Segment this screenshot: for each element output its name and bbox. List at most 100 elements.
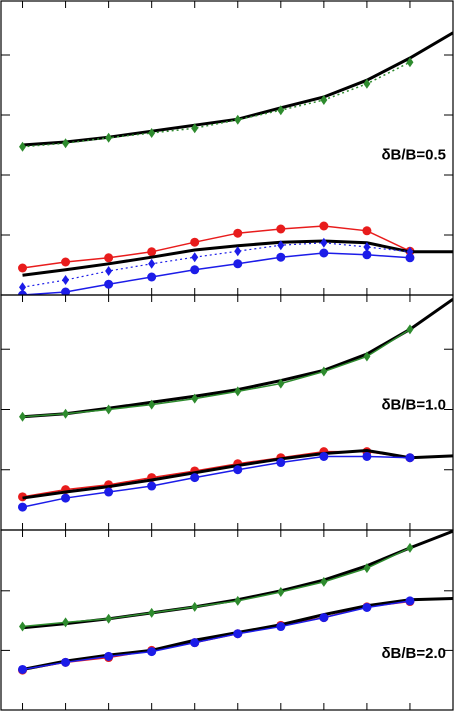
marker [104,651,114,661]
marker [191,252,199,263]
marker [406,324,414,335]
marker [61,287,71,295]
marker [234,246,242,257]
marker [319,451,329,461]
marker [18,290,28,295]
frame [0,529,454,711]
marker [320,366,328,377]
marker [277,586,285,597]
marker [405,253,415,263]
marker [320,237,328,248]
marker [147,647,157,657]
marker [105,266,113,276]
marker [363,351,371,362]
marker [276,622,286,632]
marker [319,613,329,623]
series-line [22,547,411,628]
marker [104,279,114,289]
marker [190,473,200,483]
marker [147,481,157,491]
marker [277,240,285,251]
marker [319,221,329,231]
marker [104,487,114,497]
plot-area [18,297,453,512]
marker [276,458,286,468]
marker [105,404,113,415]
series-line [22,61,411,148]
marker [320,576,328,587]
marker [191,601,199,612]
marker [233,259,243,269]
marker [362,602,372,612]
marker [362,250,372,260]
marker [104,253,114,263]
marker [105,132,113,143]
marker [405,596,415,606]
marker [148,399,156,410]
marker [61,657,71,667]
marker [19,141,27,152]
marker [233,629,243,639]
marker [234,114,242,125]
marker [147,247,157,257]
series-line [22,242,411,288]
marker [190,638,200,648]
marker [190,237,200,247]
marker [62,617,70,628]
marker [18,502,28,512]
marker [319,248,329,258]
marker [234,386,242,397]
plot-area [18,530,453,675]
marker [277,105,285,116]
marker [191,393,199,404]
marker [62,138,70,149]
marker [406,542,414,553]
marker [18,263,28,273]
marker [276,252,286,262]
marker [362,451,372,461]
plot-area [18,31,453,295]
series-line [22,455,410,508]
marker [363,78,371,89]
marker [233,228,243,238]
series-line [22,600,411,671]
marker [190,265,200,275]
annotation: δB/B=0.5 [381,146,446,163]
series-line [22,239,453,277]
series-line [22,252,411,295]
marker [363,563,371,574]
marker [61,257,71,267]
marker [276,224,286,234]
marker [62,275,70,285]
marker [61,493,71,503]
marker [234,595,242,606]
annotation: δB/B=1.0 [381,396,446,413]
series-line [22,225,411,269]
marker [191,123,199,134]
marker [147,272,157,282]
marker [19,621,27,632]
series-line [22,31,453,147]
marker [19,411,27,422]
marker [18,664,28,674]
marker [148,258,156,269]
series-line [22,328,411,418]
series-line [22,530,453,630]
marker [362,226,372,236]
marker [62,408,70,419]
marker [148,128,156,138]
marker [19,282,27,293]
annotation: δB/B=2.0 [381,645,446,662]
marker [406,57,414,68]
marker [277,378,285,389]
panel: δB/B=2.0 [0,529,454,711]
panel: δB/B=1.0 [0,294,454,531]
marker [363,242,371,252]
marker [233,465,243,475]
marker [105,613,113,624]
panel: δB/B=0.5 [0,0,454,296]
marker [320,95,328,105]
marker [405,453,415,463]
marker [148,607,156,618]
